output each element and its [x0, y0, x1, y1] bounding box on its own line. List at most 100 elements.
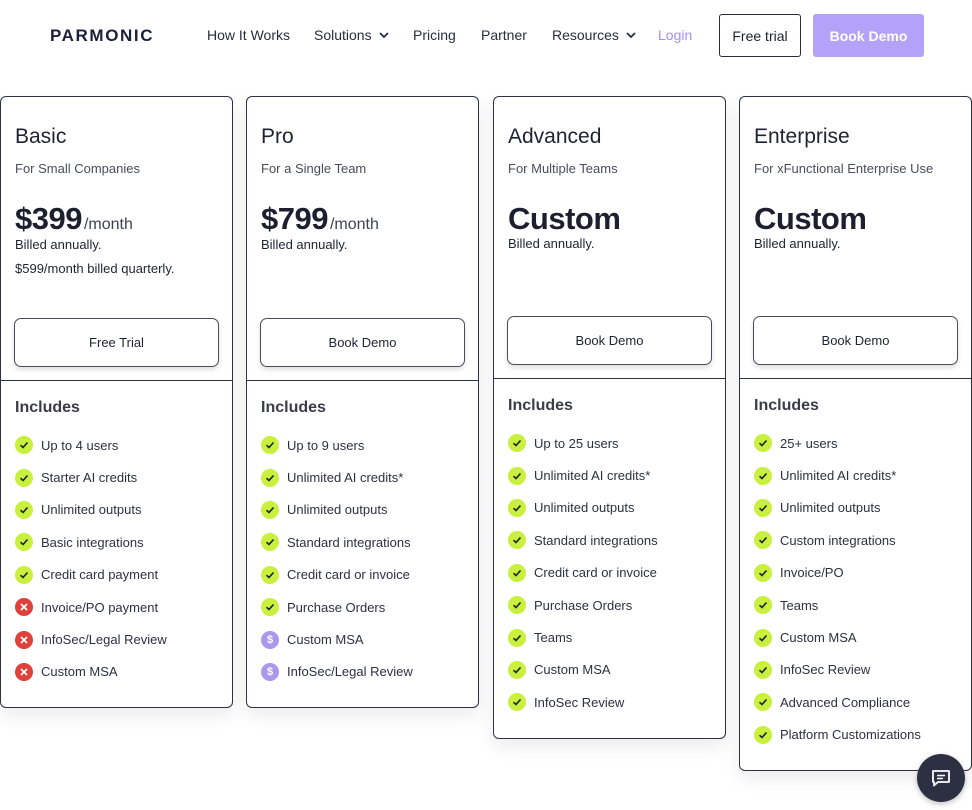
includes-heading: Includes: [508, 397, 573, 414]
nav-solutions-label: Solutions: [314, 27, 372, 43]
feature-item: Unlimited outputs: [508, 492, 719, 524]
feature-label: Standard integrations: [534, 532, 658, 548]
feature-label: Basic integrations: [41, 534, 144, 550]
check-icon: [261, 533, 279, 552]
feature-item: Up to 4 users: [15, 429, 226, 461]
check-icon: [754, 498, 772, 517]
feature-item: Custom MSA: [15, 656, 226, 688]
free-trial-button[interactable]: Free trial: [719, 14, 801, 57]
feature-item: Unlimited outputs: [754, 492, 965, 524]
feature-item: Up to 25 users: [508, 427, 719, 459]
check-icon: [754, 563, 772, 582]
check-icon: [508, 434, 526, 453]
x-icon: [15, 630, 33, 649]
plan-period: /month: [83, 216, 133, 233]
feature-list: Up to 4 users Starter AI credits Unlimit…: [15, 429, 226, 688]
card-divider: [494, 378, 725, 379]
check-icon: [754, 628, 772, 647]
feature-item: Invoice/PO payment: [15, 591, 226, 623]
feature-item: Up to 9 users: [261, 429, 472, 461]
top-nav: PARMONIC How It Works Solutions Pricing …: [0, 0, 972, 72]
plan-subtitle: For Multiple Teams: [508, 161, 618, 176]
feature-label: Invoice/PO: [780, 565, 844, 581]
check-icon: [15, 436, 33, 455]
nav-resources-label: Resources: [552, 27, 619, 43]
check-icon: [754, 725, 772, 744]
feature-item: Custom MSA: [754, 621, 965, 653]
feature-item: Platform Customizations: [754, 719, 965, 751]
logo[interactable]: PARMONIC: [50, 26, 155, 45]
feature-label: Custom MSA: [41, 664, 118, 680]
card-divider: [740, 378, 971, 379]
feature-item: Credit card payment: [15, 559, 226, 591]
feature-label: Purchase Orders: [287, 599, 386, 615]
feature-item: Teams: [508, 621, 719, 653]
check-icon: [508, 498, 526, 517]
feature-list: Up to 9 users Unlimited AI credits* Unli…: [261, 429, 472, 688]
check-icon: [261, 598, 279, 617]
check-icon: [15, 468, 33, 487]
feature-item: InfoSec Review: [508, 686, 719, 718]
plan-cta-button[interactable]: Book Demo: [753, 316, 958, 365]
nav-how-it-works-label: How It Works: [207, 27, 290, 43]
nav-how-it-works[interactable]: How It Works: [207, 27, 290, 43]
dollar-icon: $: [261, 662, 279, 681]
feature-item: Basic integrations: [15, 526, 226, 558]
feature-label: Custom integrations: [780, 532, 896, 548]
feature-item: Advanced Compliance: [754, 686, 965, 718]
feature-item: Custom MSA: [508, 654, 719, 686]
chat-icon: [932, 770, 950, 787]
book-demo-button[interactable]: Book Demo: [813, 14, 924, 57]
plan-price: Custom: [754, 201, 867, 236]
feature-label: Starter AI credits: [41, 470, 138, 486]
check-icon: [754, 434, 772, 453]
feature-label: Unlimited AI credits*: [287, 470, 404, 486]
feature-item: Credit card or invoice: [261, 559, 472, 591]
card-divider: [1, 380, 232, 381]
price-row: Custom: [508, 201, 621, 237]
feature-label: Unlimited outputs: [534, 500, 635, 516]
feature-label: Up to 25 users: [534, 435, 619, 451]
feature-item: Unlimited outputs: [15, 494, 226, 526]
nav-pricing[interactable]: Pricing: [413, 27, 456, 43]
feature-label: Credit card payment: [41, 567, 159, 583]
feature-item: Teams: [754, 589, 965, 621]
feature-label: Custom MSA: [287, 632, 364, 648]
nav-solutions[interactable]: Solutions: [314, 27, 390, 43]
plan-subtitle: For xFunctional Enterprise Use: [754, 161, 934, 176]
plan-card-basic: Basic For Small Companies $399 /month Bi…: [0, 96, 233, 708]
feature-item: Unlimited outputs: [261, 494, 472, 526]
check-icon: [15, 500, 33, 519]
plan-cta-button[interactable]: Free Trial: [14, 318, 219, 367]
feature-label: Unlimited outputs: [41, 502, 142, 518]
feature-item: Credit card or invoice: [508, 557, 719, 589]
feature-label: Custom MSA: [534, 662, 611, 678]
plan-cta-button[interactable]: Book Demo: [507, 316, 712, 365]
check-icon: [754, 531, 772, 550]
feature-label: Invoice/PO payment: [41, 599, 159, 615]
feature-label: Unlimited AI credits*: [534, 468, 651, 484]
feature-item: Unlimited AI credits*: [261, 461, 472, 493]
plan-card-advanced: Advanced For Multiple Teams Custom Bille…: [493, 96, 726, 739]
chevron-down-icon: [626, 32, 636, 39]
plan-price: Custom: [508, 201, 621, 236]
chat-widget-button[interactable]: [917, 754, 965, 802]
check-icon: [261, 500, 279, 519]
check-icon: [508, 563, 526, 582]
feature-label: Credit card or invoice: [534, 565, 657, 581]
nav-resources[interactable]: Resources: [552, 27, 637, 43]
check-icon: [754, 596, 772, 615]
login-link[interactable]: Login: [658, 27, 693, 43]
check-icon: [754, 660, 772, 679]
feature-item: Purchase Orders: [261, 591, 472, 623]
feature-item: Unlimited AI credits*: [508, 459, 719, 491]
nav-pricing-label: Pricing: [413, 27, 456, 43]
check-icon: [754, 693, 772, 712]
price-row: $799 /month: [261, 201, 379, 237]
check-icon: [261, 468, 279, 487]
check-icon: [508, 660, 526, 679]
billing-note: Billed annually.: [15, 237, 102, 252]
nav-partner[interactable]: Partner: [481, 27, 527, 43]
plan-cta-button[interactable]: Book Demo: [260, 318, 465, 367]
check-icon: [508, 693, 526, 712]
